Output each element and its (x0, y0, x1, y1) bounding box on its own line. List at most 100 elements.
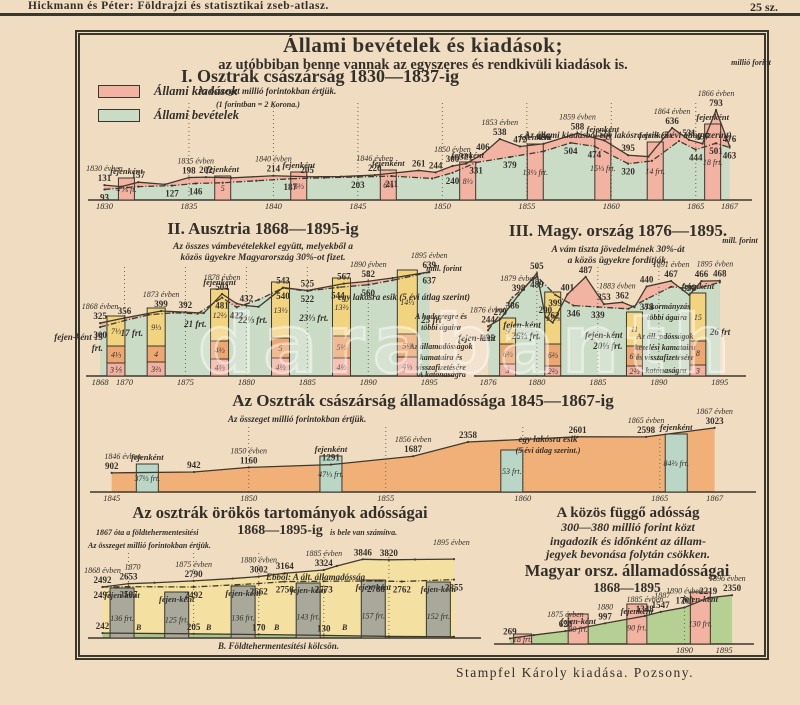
chart5-title: Az osztrák örökös tartományok adósságai (132, 503, 428, 522)
svg-text:379: 379 (503, 160, 517, 170)
svg-text:4⅓: 4⅓ (215, 346, 225, 355)
chart3-subtitle-line1: A vám tiszta jövedelmének 30%-át (551, 245, 685, 255)
svg-text:240: 240 (446, 176, 460, 186)
svg-text:fejenként: fejenként (587, 124, 620, 134)
svg-text:467: 467 (664, 269, 678, 279)
svg-text:1895: 1895 (716, 645, 733, 655)
legend-swatch-bevetelek (98, 109, 140, 122)
svg-text:1859 évben: 1859 évben (559, 112, 596, 121)
svg-text:1864 évben: 1864 évben (654, 107, 691, 116)
svg-text:1890: 1890 (650, 377, 668, 387)
svg-text:fejenként: fejenként (131, 452, 164, 462)
svg-text:1876: 1876 (480, 377, 498, 387)
svg-text:11: 11 (631, 325, 638, 334)
svg-text:489: 489 (530, 279, 544, 289)
svg-text:170: 170 (252, 623, 266, 633)
svg-text:4⅓: 4⅓ (111, 351, 121, 360)
svg-text:637: 637 (422, 275, 436, 285)
svg-text:3⅕: 3⅕ (109, 366, 122, 375)
svg-text:5⅓: 5⅓ (402, 342, 412, 351)
svg-text:1883 évben: 1883 évben (599, 281, 636, 290)
svg-text:37⅓ frt.: 37⅓ frt. (134, 474, 161, 483)
svg-text:fejenként: fejenként (639, 130, 672, 140)
svg-text:2790: 2790 (185, 569, 204, 579)
svg-text:3023: 3023 (706, 416, 725, 426)
svg-text:525: 525 (301, 279, 315, 289)
svg-text:fejenként: fejenként (682, 281, 715, 291)
svg-text:7⅓: 7⅓ (111, 327, 121, 336)
svg-text:487: 487 (579, 265, 593, 275)
svg-text:1860: 1860 (603, 201, 621, 211)
svg-text:3: 3 (505, 366, 510, 375)
chart-annotation: 17 frt. (120, 328, 144, 338)
svg-text:432: 432 (240, 294, 254, 304)
svg-text:1890: 1890 (676, 645, 694, 655)
chart-annotation: B (274, 623, 280, 632)
svg-text:1885 évben: 1885 évben (305, 549, 342, 558)
svg-text:90 frt.: 90 frt. (627, 623, 647, 632)
svg-text:6⅔: 6⅔ (548, 351, 558, 360)
svg-text:14⅓: 14⅓ (400, 298, 414, 307)
svg-text:fejen-ként: fejen-ként (560, 616, 596, 626)
svg-text:187: 187 (284, 182, 298, 192)
svg-text:1876 évben: 1876 évben (470, 305, 507, 314)
svg-text:1890 évben: 1890 évben (666, 586, 703, 595)
svg-text:220: 220 (368, 163, 382, 173)
chart5-title-years: 1868—1895-ig (237, 523, 323, 538)
chart-annotation: Az állami kiadásból egy lakósra esik (5 … (524, 130, 732, 140)
chart-annotation: 21 frt. (184, 318, 207, 329)
svg-text:1880: 1880 (528, 377, 546, 387)
svg-text:136 frt.: 136 frt. (110, 614, 134, 623)
svg-text:5: 5 (221, 184, 225, 193)
svg-text:3820: 3820 (380, 548, 399, 558)
chart2-subtitle-line1: Az összes vámbevételekkel együtt, melyek… (173, 242, 353, 252)
svg-text:2219: 2219 (699, 586, 718, 596)
chart-annotation: katonaságra (645, 366, 687, 375)
legend-item-kiadasok: Állami kiadások (98, 84, 239, 99)
chart-annotation: 23⅓ frt. (299, 313, 329, 323)
svg-text:1868 évben: 1868 évben (84, 566, 121, 575)
svg-text:157: 157 (131, 170, 145, 180)
chart-annotation: egy lakósra esik (518, 434, 578, 444)
svg-text:1880: 1880 (238, 377, 256, 387)
svg-text:3⅔: 3⅔ (150, 365, 161, 374)
svg-text:1835: 1835 (180, 201, 197, 211)
svg-text:5⅓: 5⅓ (336, 343, 346, 352)
svg-text:18 frt.: 18 frt. (703, 158, 723, 167)
svg-text:942: 942 (187, 460, 201, 470)
svg-text:1868 évben: 1868 évben (82, 302, 119, 311)
svg-text:1866 évben: 1866 évben (698, 89, 735, 98)
chart2-title: II. Ausztria 1868—1895-ig (167, 219, 359, 238)
svg-text:261: 261 (412, 158, 426, 168)
svg-text:15: 15 (694, 313, 702, 322)
svg-text:13⅓: 13⅓ (274, 306, 288, 315)
svg-text:395: 395 (621, 143, 635, 153)
svg-text:1885 évben: 1885 évben (626, 595, 663, 604)
svg-text:444: 444 (689, 153, 703, 163)
legend-label-kiadasok: Állami kiadások (154, 84, 238, 98)
svg-text:17⅓: 17⅓ (546, 314, 560, 323)
svg-text:1856 évben: 1856 évben (395, 435, 432, 444)
legend-item-bevetelek: Állami bevételek (98, 108, 239, 123)
svg-text:620: 620 (559, 619, 573, 629)
svg-text:300: 300 (446, 154, 460, 164)
chart-annotation: B. Földtehermentesítési kölcsön. (218, 641, 340, 651)
svg-text:1853 évben: 1853 évben (481, 118, 518, 127)
svg-text:80 frt.: 80 frt. (568, 625, 588, 634)
svg-text:2762: 2762 (393, 584, 412, 594)
svg-text:2773: 2773 (315, 584, 334, 594)
svg-text:422: 422 (230, 310, 244, 320)
svg-text:2350: 2350 (723, 583, 742, 593)
svg-text:1890: 1890 (360, 377, 378, 387)
svg-text:567: 567 (337, 272, 351, 282)
page-header-title: Hickmann és Péter: Földrajzi és statiszt… (28, 0, 329, 12)
svg-text:399: 399 (548, 298, 562, 308)
chart4-title: Az Osztrák császárság államadóssága 1845… (232, 391, 614, 410)
chart-annotation: A katonaságra (418, 370, 466, 379)
chart-annotation: 22⅓ frt. (238, 315, 268, 325)
svg-text:8⅓: 8⅓ (463, 177, 473, 186)
svg-text:14 frt.: 14 frt. (645, 167, 665, 176)
svg-text:1845: 1845 (103, 493, 120, 503)
svg-text:fejen-ként: fejen-ként (159, 594, 195, 604)
chart-annotation: Ebből: A ált. államadósság (266, 572, 366, 582)
